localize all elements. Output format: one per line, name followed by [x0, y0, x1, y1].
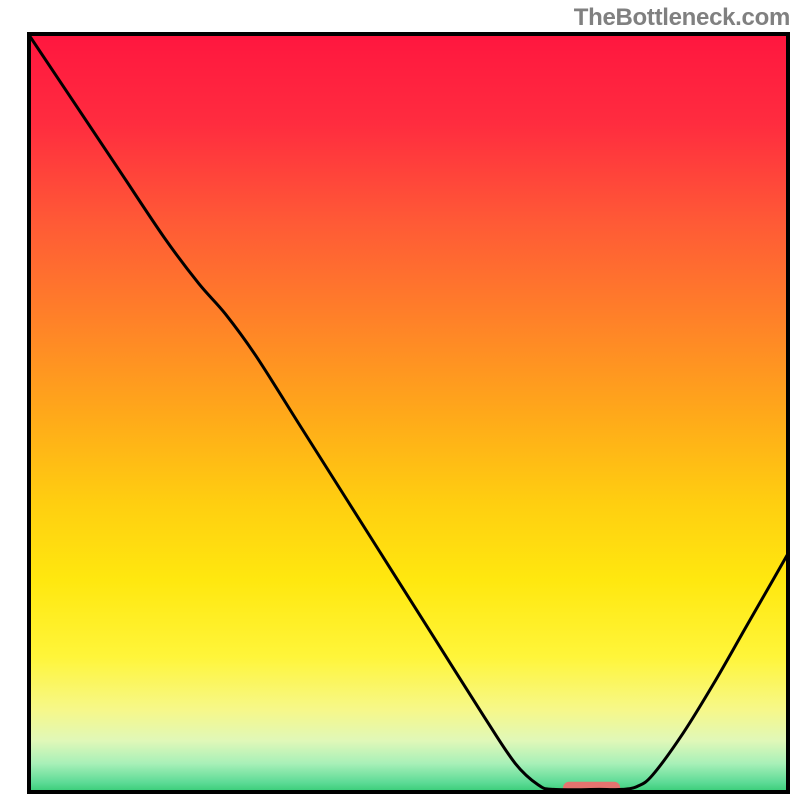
plot-area — [27, 32, 790, 794]
plot-svg — [27, 32, 790, 794]
watermark-text: TheBottleneck.com — [574, 4, 790, 32]
bottleneck-chart: TheBottleneck.com — [0, 0, 800, 800]
gradient-background — [27, 32, 790, 794]
